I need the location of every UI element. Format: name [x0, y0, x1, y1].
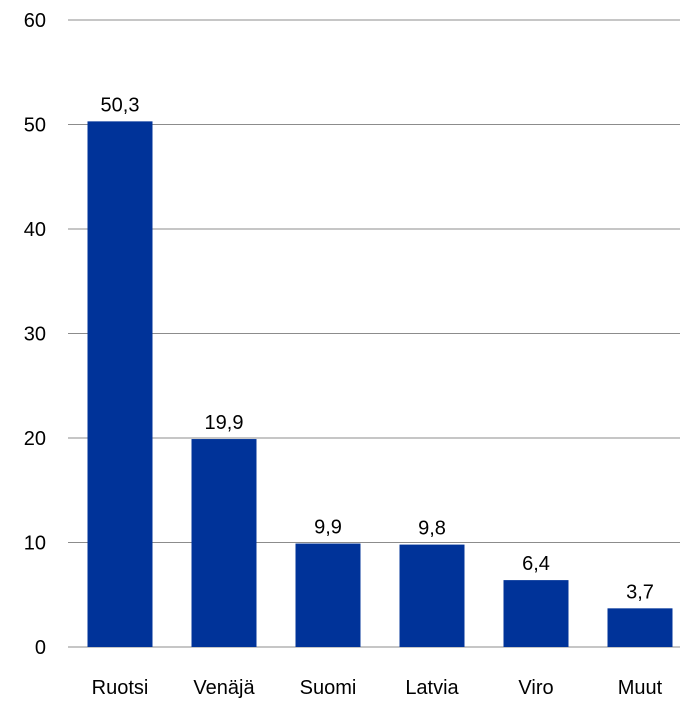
bar [607, 608, 673, 647]
data-label: 19,9 [205, 412, 244, 434]
bar [191, 439, 257, 647]
bars [87, 121, 673, 648]
x-tick-label: Muut [618, 677, 663, 699]
y-tick-label: 40 [24, 219, 46, 241]
x-tick-label: Latvia [405, 677, 459, 699]
data-label: 3,7 [626, 581, 654, 603]
y-tick-label: 0 [35, 637, 46, 659]
x-tick-label: Ruotsi [92, 677, 149, 699]
bar [295, 543, 361, 647]
x-tick-label: Suomi [300, 677, 357, 699]
y-tick-label: 30 [24, 324, 46, 346]
bar [503, 580, 569, 647]
data-label: 9,8 [418, 518, 446, 540]
y-tick-label: 50 [24, 115, 46, 137]
data-label: 6,4 [522, 553, 550, 575]
bar [87, 121, 153, 648]
x-tick-label: Viro [518, 677, 553, 699]
y-tick-label: 10 [24, 533, 46, 555]
data-labels: 50,3 19,9 9,9 9,8 6,4 3,7 [101, 94, 654, 603]
x-tick-label: Venäjä [193, 677, 255, 699]
bar [399, 544, 465, 647]
y-tick-label: 60 [24, 10, 46, 32]
x-axis-ticks: Ruotsi Venäjä Suomi Latvia Viro Muut [92, 677, 663, 699]
data-label: 50,3 [101, 94, 140, 116]
y-axis-ticks: 0 10 20 30 40 50 60 [24, 10, 46, 659]
data-label: 9,9 [314, 517, 342, 539]
gridlines [68, 19, 680, 648]
y-tick-label: 20 [24, 428, 46, 450]
